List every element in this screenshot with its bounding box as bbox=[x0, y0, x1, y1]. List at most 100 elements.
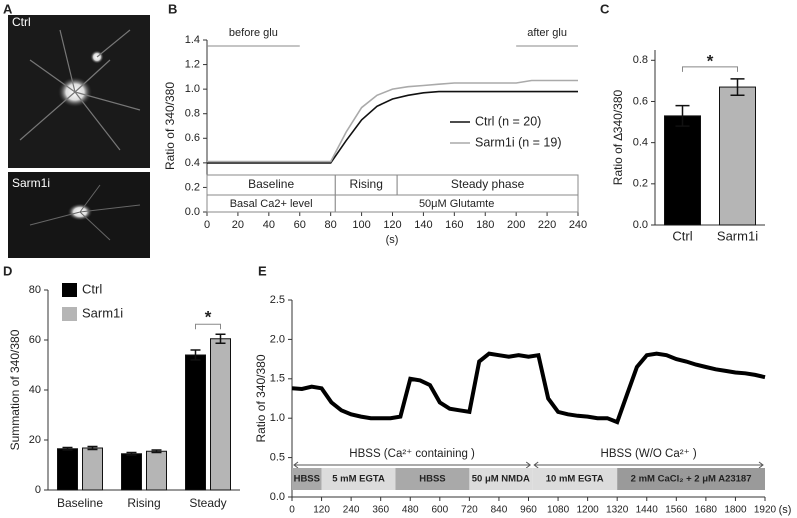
condition-box bbox=[334, 194, 579, 213]
x-tick-label: 60 bbox=[294, 219, 306, 231]
panel-letter: E bbox=[258, 263, 267, 278]
x-tick-label: 0 bbox=[204, 219, 210, 231]
x-tick-label: 240 bbox=[569, 219, 587, 231]
y-axis-label: Ratio of 340/380 bbox=[163, 82, 177, 170]
y-tick-label: 0.0 bbox=[185, 206, 200, 218]
series-line bbox=[291, 351, 766, 425]
image-label: Ctrl bbox=[12, 15, 31, 29]
legend-label: Ctrl (n = 20) bbox=[475, 114, 541, 128]
x-tick-label: 1200 bbox=[577, 505, 600, 516]
treatment-box bbox=[292, 468, 322, 490]
phase-label: Steady phase bbox=[451, 177, 525, 191]
significance: * bbox=[707, 51, 714, 70]
y-tick-label: 0.6 bbox=[185, 132, 200, 144]
x-tick-label: Baseline bbox=[57, 496, 103, 510]
panel-letter: A bbox=[3, 1, 13, 16]
error-bar bbox=[730, 78, 745, 97]
x-tick-label: 720 bbox=[461, 505, 478, 516]
y-tick-label: 0.4 bbox=[185, 157, 200, 169]
y-tick-label: 1.5 bbox=[270, 373, 285, 385]
neurites bbox=[19, 29, 141, 151]
significance-bracket bbox=[682, 66, 738, 72]
x-tick-label: 120 bbox=[313, 505, 330, 516]
y-tick-label: 0.4 bbox=[633, 137, 648, 149]
x-tick-label: 480 bbox=[402, 505, 419, 516]
bar bbox=[121, 453, 142, 491]
x-tick-label: Rising bbox=[127, 496, 160, 510]
bar bbox=[146, 450, 167, 491]
error-bar bbox=[151, 449, 162, 454]
x-tick-label: 220 bbox=[538, 219, 556, 231]
condition-label: HBSS (W/O Ca²⁺ ) bbox=[601, 448, 697, 460]
significance: * bbox=[205, 308, 212, 327]
x-tick-label: Ctrl bbox=[672, 228, 692, 243]
panel-letter: D bbox=[3, 263, 12, 278]
image-label: Sarm1i bbox=[12, 176, 50, 190]
legend-label: Ctrl bbox=[82, 281, 102, 296]
annotation: after glu bbox=[527, 27, 567, 39]
x-axis-label: (s) bbox=[779, 504, 792, 516]
x-tick-label: 40 bbox=[263, 219, 275, 231]
x-tick-label: 120 bbox=[383, 219, 401, 231]
error-bar bbox=[675, 104, 690, 127]
treatment-label: 5 mM EGTA bbox=[332, 474, 385, 485]
y-tick-label: 2.5 bbox=[270, 294, 285, 306]
treatment-box bbox=[321, 468, 396, 490]
x-tick-label: 160 bbox=[445, 219, 463, 231]
treatment-label: 50 μM NMDA bbox=[472, 474, 530, 485]
series-line bbox=[207, 79, 578, 163]
bar bbox=[210, 338, 231, 491]
neurites bbox=[29, 184, 141, 241]
x-tick-label: 0 bbox=[289, 505, 295, 516]
x-tick-label: 100 bbox=[352, 219, 370, 231]
x-tick-label: 1560 bbox=[665, 505, 688, 516]
y-tick-label: 0.8 bbox=[633, 54, 648, 66]
legend-label: Sarm1i (n = 19) bbox=[475, 135, 562, 149]
y-axis-label: Ratio of 340/380 bbox=[254, 354, 268, 442]
panel-letter: C bbox=[600, 1, 610, 16]
significance-bracket bbox=[195, 323, 221, 330]
bar bbox=[719, 86, 756, 226]
y-tick-label: 0.8 bbox=[185, 108, 200, 120]
annotation: before glu bbox=[229, 27, 278, 39]
x-tick-label: 1320 bbox=[606, 505, 629, 516]
x-tick-label: 1680 bbox=[695, 505, 718, 516]
treatment-box bbox=[395, 468, 470, 490]
x-tick-label: 960 bbox=[520, 505, 537, 516]
x-tick-label: 1080 bbox=[547, 505, 570, 516]
bar bbox=[82, 447, 103, 491]
legend-swatch bbox=[62, 307, 77, 321]
bar bbox=[664, 115, 701, 226]
y-tick-label: 0.0 bbox=[633, 219, 648, 231]
y-tick-label: 0.2 bbox=[633, 178, 648, 190]
treatment-label: 2 mM CaCl₂ + 2 μM A23187 bbox=[631, 474, 752, 485]
treatment-label: HBSS bbox=[294, 474, 320, 485]
y-tick-label: 0.0 bbox=[270, 491, 285, 503]
treatment-label: HBSS bbox=[419, 474, 445, 485]
condition-arrow bbox=[533, 461, 764, 469]
legend-label: Sarm1i bbox=[82, 305, 123, 320]
legend-swatch bbox=[62, 283, 77, 297]
y-tick-label: 1.4 bbox=[185, 34, 200, 46]
x-tick-label: 240 bbox=[343, 505, 360, 516]
phase-label: Rising bbox=[350, 177, 383, 191]
x-tick-label: 180 bbox=[476, 219, 494, 231]
error-bar bbox=[215, 333, 226, 344]
x-axis-label: (s) bbox=[386, 234, 399, 246]
x-tick-label: 20 bbox=[232, 219, 244, 231]
x-tick-label: 140 bbox=[414, 219, 432, 231]
error-bar bbox=[62, 446, 73, 451]
y-tick-label: 80 bbox=[29, 284, 41, 296]
error-bar bbox=[87, 445, 98, 451]
y-tick-label: 40 bbox=[29, 384, 41, 396]
error-bar bbox=[190, 349, 201, 361]
phase-label: Baseline bbox=[248, 177, 294, 191]
y-axis-label: Ratio of ∆340/380 bbox=[611, 89, 625, 185]
x-tick-label: Steady bbox=[189, 496, 226, 510]
condition-arrow bbox=[293, 461, 532, 469]
y-tick-label: 60 bbox=[29, 334, 41, 346]
bar bbox=[57, 448, 78, 491]
x-tick-label: 80 bbox=[325, 219, 337, 231]
panel-letter: B bbox=[168, 1, 177, 16]
